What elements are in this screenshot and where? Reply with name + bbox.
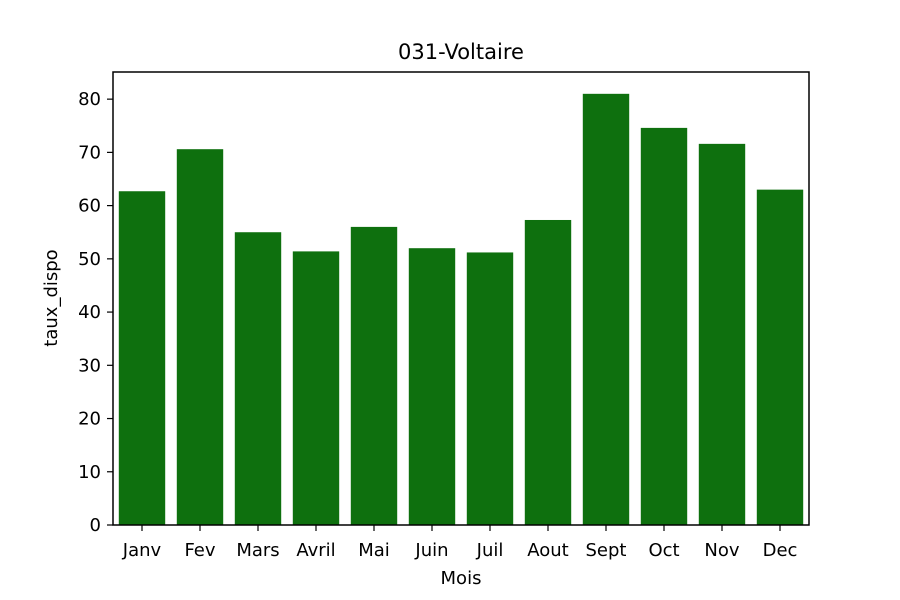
x-tick-label: Fev — [184, 540, 215, 561]
x-tick-label: Sept — [586, 540, 627, 561]
x-tick-label: Nov — [704, 540, 739, 561]
x-tick-label: Mai — [358, 540, 390, 561]
bars-layer — [119, 94, 803, 525]
x-tick-label: Oct — [648, 540, 679, 561]
bar-juil — [467, 252, 513, 525]
y-tick-label: 30 — [78, 355, 101, 376]
y-tick-label: 80 — [78, 89, 101, 110]
x-axis-title: Mois — [441, 568, 482, 589]
bar-mai — [351, 227, 397, 525]
chart-title: 031-Voltaire — [398, 40, 524, 64]
y-tick-label: 50 — [78, 249, 101, 270]
x-tick-label: Avril — [296, 540, 335, 561]
x-axis-ticks: Janv Fev Mars Avril Mai Juin Juil Aout Sept Oct No… — [122, 525, 798, 561]
x-tick-label: Juil — [476, 540, 504, 561]
y-tick-label: 40 — [78, 302, 101, 323]
y-tick-label: 60 — [78, 196, 101, 217]
y-tick-label: 20 — [78, 409, 101, 430]
y-tick-label: 0 — [90, 515, 101, 536]
bar-juin — [409, 248, 455, 525]
y-tick-label: 70 — [78, 142, 101, 163]
x-tick-label: Juin — [414, 540, 448, 561]
y-axis-ticks: 0 10 20 30 40 50 60 70 80 — [78, 89, 113, 536]
x-tick-label: Janv — [122, 540, 162, 561]
x-tick-label: Dec — [763, 540, 798, 561]
bar-fev — [177, 149, 223, 525]
bar-aout — [525, 220, 571, 525]
y-axis-title: taux_dispo — [41, 249, 62, 346]
bar-mars — [235, 232, 281, 525]
bar-dec — [757, 190, 803, 525]
bar-sept — [583, 94, 629, 525]
bar-janv — [119, 191, 165, 525]
bar-avril — [293, 251, 339, 525]
x-tick-label: Mars — [236, 540, 279, 561]
bar-oct — [641, 128, 687, 525]
bar-nov — [699, 144, 745, 525]
x-tick-label: Aout — [527, 540, 568, 561]
y-tick-label: 10 — [78, 462, 101, 483]
